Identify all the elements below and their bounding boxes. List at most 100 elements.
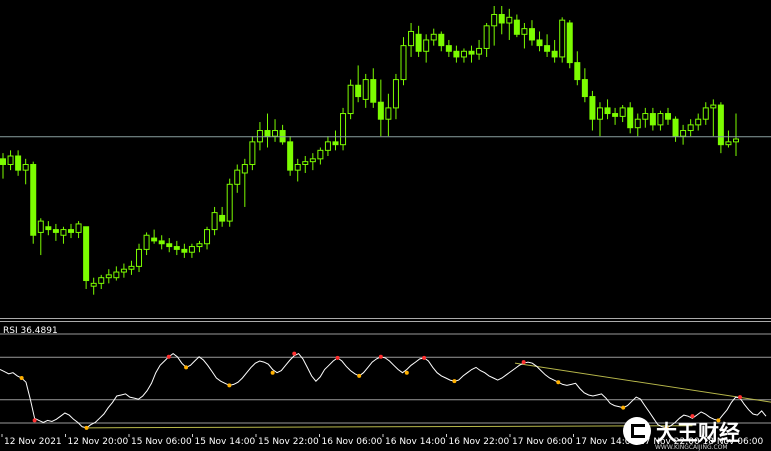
rsi-trough-marker: [716, 418, 721, 423]
candle-body: [596, 107, 603, 120]
candle-body: [544, 45, 551, 52]
x-tick-label: 12 Nov 20:00: [68, 437, 129, 447]
candle-body: [120, 268, 127, 273]
watermark-site: WWW.KINGCAIJING.COM: [655, 444, 728, 451]
candle-body: [664, 113, 671, 120]
candle-body: [725, 141, 732, 146]
candle-body: [60, 229, 67, 236]
candle-body: [234, 169, 241, 185]
candle-body: [249, 141, 256, 165]
rsi-trough-marker: [84, 425, 89, 430]
rsi-line: [0, 352, 767, 429]
candle-body: [15, 155, 22, 171]
candle-body: [264, 130, 271, 137]
x-tick-label: 15 Nov 06:00: [131, 437, 192, 447]
candle-body: [604, 107, 611, 115]
candle-body: [559, 19, 566, 58]
brand-logo-icon: [623, 417, 651, 445]
x-tick-label: 17 Nov 22:00: [639, 437, 700, 447]
x-tick-label: 16 Nov 22:00: [449, 437, 510, 447]
x-tick-label: 17 Nov 14:00: [576, 437, 637, 447]
candle-body: [355, 84, 362, 98]
candle-body: [302, 161, 309, 165]
candle-body: [612, 113, 619, 117]
candle-body: [143, 234, 150, 250]
candle-body: [521, 28, 528, 35]
candle-body: [430, 33, 437, 41]
x-tick-label: 18 Nov 06:00: [703, 437, 764, 447]
candle-body: [0, 158, 6, 165]
candle-body: [423, 39, 430, 52]
candle-body: [226, 183, 233, 222]
rsi-peak-marker: [690, 414, 695, 419]
candle-body: [513, 19, 520, 35]
rsi-peak-marker: [32, 418, 37, 423]
candle-body: [536, 39, 543, 47]
candle-body: [649, 113, 656, 126]
rsi-trough-marker: [452, 379, 457, 384]
rsi-trendline: [514, 362, 771, 403]
candle-body: [581, 79, 588, 98]
x-tick-label: 17 Nov 06:00: [512, 437, 573, 447]
x-tick-label: 15 Nov 14:00: [195, 437, 256, 447]
candle-body: [324, 141, 331, 151]
candle-body: [377, 101, 384, 120]
candle-body: [657, 113, 664, 126]
candle-body: [672, 118, 679, 137]
candle-body: [491, 13, 498, 27]
candle-body: [136, 248, 143, 267]
x-axis-ticks: 12 Nov 2021 12 Nov 20:00 15 Nov 06:00 15 No…: [1, 434, 764, 447]
candle-body: [98, 277, 105, 284]
x-tick-label: 15 Nov 22:00: [258, 437, 319, 447]
candle-body: [438, 33, 445, 47]
candle-body: [634, 118, 641, 129]
candle-body: [181, 248, 188, 253]
candle-body: [241, 163, 248, 174]
candle-body: [392, 79, 399, 109]
candle-body: [22, 163, 29, 171]
watermark: 大王财经 WWW.KINGCAIJING.COM: [623, 417, 740, 451]
candle-body: [717, 104, 724, 146]
rsi-label: RSI 36.4891: [3, 326, 58, 336]
rsi-trough-marker: [357, 373, 362, 378]
x-tick-label: 16 Nov 06:00: [322, 437, 383, 447]
candle-body: [483, 25, 490, 49]
candle-body: [317, 149, 324, 160]
rsi-trendline: [86, 425, 693, 429]
candle-body: [453, 50, 460, 58]
candle-body: [309, 158, 316, 163]
candle-body: [332, 141, 339, 146]
rsi-trough-marker: [404, 370, 409, 375]
rsi-trough-marker: [184, 365, 189, 370]
candle-body: [506, 16, 513, 24]
candle-body: [340, 113, 347, 146]
watermark-brand: 大王财经: [656, 421, 740, 445]
candlestick-series: [0, 6, 739, 295]
candle-body: [83, 226, 90, 282]
candle-body: [445, 45, 452, 52]
candle-body: [687, 124, 694, 132]
candle-body: [574, 62, 581, 81]
candle-body: [219, 214, 226, 222]
rsi-trough-marker: [621, 405, 626, 410]
rsi-peak-marker: [738, 395, 743, 400]
candle-body: [211, 212, 218, 231]
candle-body: [347, 84, 354, 115]
candle-body: [287, 141, 294, 171]
candle-body: [702, 107, 709, 120]
rsi-trough-marker: [19, 376, 24, 380]
candle-body: [642, 113, 649, 120]
rsi-peak-marker: [378, 354, 383, 359]
candle-body: [188, 246, 195, 253]
candle-body: [105, 274, 112, 279]
candle-body: [7, 155, 14, 165]
candle-body: [166, 243, 173, 248]
candle-body: [196, 243, 203, 248]
candle-body: [385, 107, 392, 120]
candle-body: [68, 229, 75, 233]
rsi-trough-marker: [270, 370, 275, 375]
candle-body: [710, 104, 717, 109]
candle-body: [566, 22, 573, 64]
candle-body: [204, 229, 211, 245]
